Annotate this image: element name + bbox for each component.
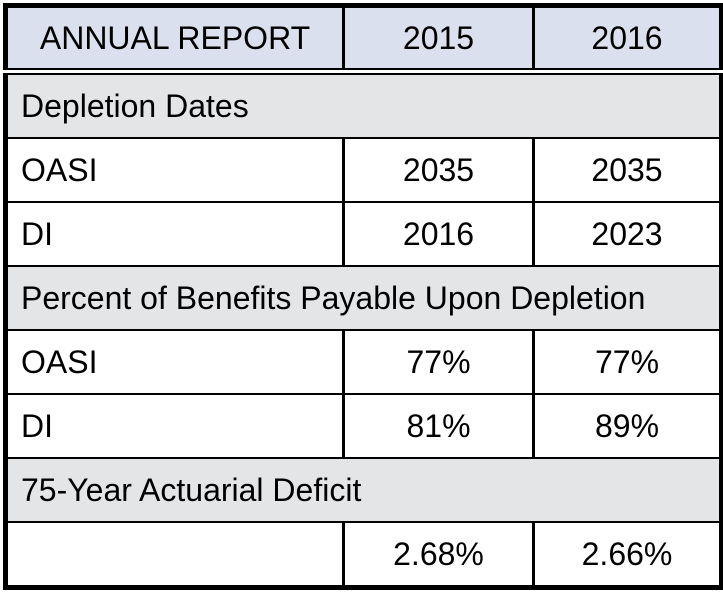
table-row-di-percent: DI 81% 89% — [4, 393, 723, 459]
section-row-actuarial-deficit: 75-Year Actuarial Deficit — [4, 457, 723, 523]
value-2015: 81% — [342, 393, 535, 459]
annual-report-table: ANNUAL REPORT 2015 2016 Depletion Dates … — [3, 3, 723, 590]
value-2015: 77% — [342, 329, 535, 395]
row-label: OASI — [4, 329, 345, 395]
section-row-depletion-dates: Depletion Dates — [4, 70, 723, 139]
value-2016: 2035 — [532, 137, 723, 203]
row-label: DI — [4, 393, 345, 459]
value-2016: 77% — [532, 329, 723, 395]
value-2016: 2.66% — [532, 521, 723, 589]
value-2016: 89% — [532, 393, 723, 459]
row-label: OASI — [4, 137, 345, 203]
section-title: 75-Year Actuarial Deficit — [4, 457, 723, 523]
section-title: Percent of Benefits Payable Upon Depleti… — [4, 265, 723, 331]
section-title: Depletion Dates — [4, 70, 723, 139]
value-2016: 2023 — [532, 201, 723, 267]
row-label: DI — [4, 201, 345, 267]
table-row-oasi-percent: OASI 77% 77% — [4, 329, 723, 395]
table-row-oasi-depletion: OASI 2035 2035 — [4, 137, 723, 203]
section-row-percent-benefits: Percent of Benefits Payable Upon Depleti… — [4, 265, 723, 331]
header-cell-annual-report: ANNUAL REPORT — [4, 4, 345, 75]
report-table-figure: ANNUAL REPORT 2015 2016 Depletion Dates … — [3, 3, 723, 590]
row-label-empty — [4, 521, 345, 589]
table-row-actuarial-deficit: 2.68% 2.66% — [4, 521, 723, 589]
value-2015: 2016 — [342, 201, 535, 267]
value-2015: 2035 — [342, 137, 535, 203]
header-cell-2015: 2015 — [342, 4, 535, 75]
table-row-di-depletion: DI 2016 2023 — [4, 201, 723, 267]
header-cell-2016: 2016 — [532, 4, 723, 75]
table-header-row: ANNUAL REPORT 2015 2016 — [4, 4, 723, 75]
value-2015: 2.68% — [342, 521, 535, 589]
